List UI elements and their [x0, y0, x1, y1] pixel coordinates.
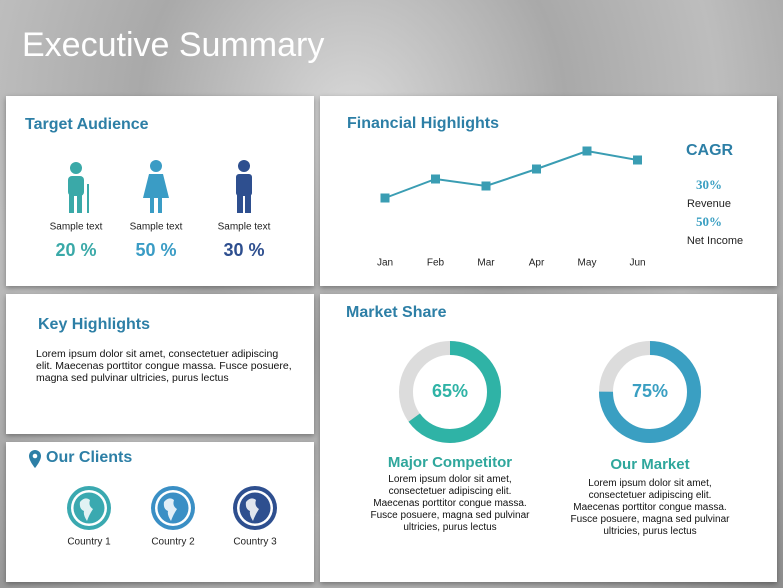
client-label: Country 3	[233, 537, 277, 548]
marker	[633, 155, 642, 165]
pin-icon	[29, 450, 41, 468]
marker	[380, 193, 390, 203]
clients-graphic: Country 1 Country 2 Country 3	[67, 486, 277, 548]
key-highlights-panel: Key Highlights Lorem ipsum dolor sit ame…	[6, 294, 314, 434]
description: Lorem ipsum dolor sit amet, consectetuer…	[370, 474, 530, 533]
donut-arc	[399, 341, 501, 443]
panel-heading: Our Clients	[46, 449, 133, 466]
globe-land	[245, 498, 259, 521]
line	[384, 149, 638, 199]
person-icon-woman	[143, 160, 169, 213]
x-tick-label: Feb	[427, 258, 445, 269]
market-share-panel: Market Share 65% Major Competitor 75% Our M…	[320, 294, 777, 582]
donut-title: Our Market	[610, 456, 689, 473]
cagr-label: Revenue	[687, 198, 731, 210]
line-chart: Jan Feb Mar Apr May Jun 30% Revenue 50% Net Incom…	[377, 146, 743, 269]
clients-panel: Our Clients Country 1 Country 2 Country 3	[6, 442, 314, 582]
group-label: Sample text	[218, 222, 271, 233]
donut-title: Major Competitor	[388, 454, 512, 471]
panel-heading: Financial Highlights	[347, 115, 500, 132]
x-tick-label: May	[578, 258, 597, 269]
x-tick-label: Jun	[629, 258, 645, 269]
x-tick-label: Mar	[477, 258, 495, 269]
paragraph: Lorem ipsum dolor sit amet, consectetuer…	[36, 348, 292, 384]
person-icon-man	[236, 160, 252, 213]
globe-icon	[67, 486, 111, 530]
cagr-value: 30%	[696, 177, 722, 192]
target-audience-panel: Target Audience Sample text 20 % Sample te…	[6, 96, 314, 286]
client-label: Country 2	[151, 537, 195, 548]
marker	[532, 164, 541, 174]
x-tick-label: Jan	[377, 258, 393, 269]
client-label: Country 1	[67, 537, 111, 548]
cagr-value: 50%	[696, 214, 722, 229]
group-label: Sample text	[50, 222, 103, 233]
globe-land	[79, 498, 93, 521]
x-tick-label: Apr	[529, 258, 545, 269]
group-percent: 30 %	[223, 240, 264, 260]
globe-land	[163, 498, 177, 521]
donut-arc	[599, 341, 701, 443]
panel-heading: Key Highlights	[38, 316, 151, 333]
globe-icon	[151, 486, 195, 530]
cagr-heading: CAGR	[686, 142, 734, 159]
marker	[431, 174, 440, 184]
marker	[481, 181, 491, 191]
slide-title: Executive Summary	[22, 26, 325, 64]
donut-label: 65%	[432, 381, 468, 401]
globe-icon	[233, 486, 277, 530]
marker	[582, 146, 592, 156]
group-percent: 50 %	[135, 240, 176, 260]
audience-graphic: Sample text 20 % Sample text 50 % Sample tex…	[50, 160, 271, 260]
panel-heading: Target Audience	[25, 116, 149, 133]
donut-label: 75%	[632, 381, 668, 401]
person-icon-elder	[68, 162, 89, 213]
group-label: Sample text	[130, 222, 183, 233]
panel-heading: Market Share	[346, 304, 447, 321]
financial-panel: Financial Highlights Jan Feb Mar Apr May Jun 3…	[320, 96, 777, 286]
group-percent: 20 %	[55, 240, 96, 260]
cagr-label: Net Income	[687, 235, 743, 247]
description: Lorem ipsum dolor sit amet, consectetuer…	[570, 478, 730, 537]
donut-charts: 65% Major Competitor 75% Our Market	[388, 341, 701, 473]
